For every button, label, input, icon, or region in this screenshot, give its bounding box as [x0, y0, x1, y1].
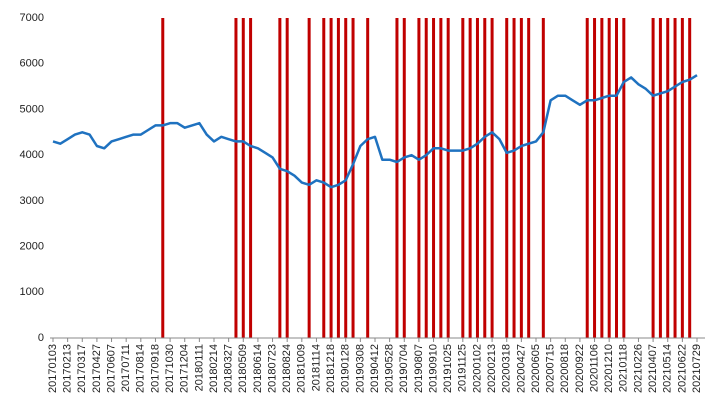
y-tick-label: 0 — [38, 332, 44, 344]
x-tick-label: 20180327 — [223, 344, 235, 393]
x-tick-label: 20170607 — [105, 344, 117, 393]
x-tick-label: 20180824 — [281, 344, 293, 393]
signal-bar — [512, 18, 516, 338]
signal-bar — [307, 18, 311, 338]
signal-bar — [329, 18, 333, 338]
x-tick-label: 20191025 — [442, 344, 454, 393]
x-tick-label: 20170317 — [76, 344, 88, 393]
x-tick-label: 20170711 — [120, 344, 132, 392]
signal-bar — [680, 18, 684, 338]
signal-bar — [285, 18, 289, 338]
signal-bar — [278, 18, 282, 338]
signal-bar — [402, 18, 406, 338]
y-tick-label: 1000 — [20, 286, 44, 298]
x-tick-label: 20180614 — [252, 344, 264, 393]
signal-bar — [475, 18, 479, 338]
signal-bar — [593, 18, 597, 338]
x-tick-label: 20210514 — [662, 344, 674, 393]
x-tick-label: 20171030 — [164, 344, 176, 393]
x-tick-label: 20200715 — [545, 344, 557, 393]
signal-bar — [600, 18, 604, 338]
x-tick-label: 20210226 — [632, 344, 644, 393]
x-tick-label: 20171204 — [179, 344, 191, 393]
signal-bar — [395, 18, 399, 338]
signal-bar — [468, 18, 472, 338]
signal-bar — [541, 18, 545, 338]
signal-bar — [241, 18, 245, 338]
x-tick-label: 20190412 — [369, 344, 381, 393]
signal-bar — [322, 18, 326, 338]
signal-bar — [424, 18, 428, 338]
x-tick-label: 20190910 — [427, 344, 439, 393]
x-tick-label: 20200818 — [559, 344, 571, 393]
signal-bar — [483, 18, 487, 338]
signal-bar — [351, 18, 355, 338]
x-tick-label: 20190308 — [354, 344, 366, 393]
x-tick-label: 20180723 — [266, 344, 278, 393]
x-tick-label: 20170427 — [91, 344, 103, 393]
x-tick-label: 20181009 — [296, 344, 308, 393]
signal-bar — [461, 18, 465, 338]
signal-bar — [336, 18, 340, 338]
x-tick-label: 20210407 — [647, 344, 659, 393]
signal-bar — [490, 18, 494, 338]
x-tick-label: 20191125 — [457, 344, 469, 392]
x-tick-label: 20210729 — [691, 344, 703, 393]
x-tick-label: 20201106 — [588, 344, 600, 392]
signal-bar — [658, 18, 662, 338]
y-tick-label: 4000 — [20, 149, 44, 161]
x-tick-label: 20200605 — [530, 344, 542, 393]
signal-bar — [585, 18, 589, 338]
x-tick-label: 20200213 — [486, 344, 498, 393]
signal-bar — [366, 18, 370, 338]
signal-bar — [651, 18, 655, 338]
signal-bar — [527, 18, 531, 338]
y-tick-label: 6000 — [20, 58, 44, 70]
signal-bar — [622, 18, 626, 338]
x-tick-label: 20190528 — [384, 344, 396, 393]
x-tick-label: 20200427 — [515, 344, 527, 393]
signal-bar — [439, 18, 443, 338]
y-tick-label: 7000 — [20, 12, 44, 24]
signal-bar — [249, 18, 253, 338]
signal-bar — [446, 18, 450, 338]
signal-bar — [666, 18, 670, 338]
x-tick-label: 20170814 — [135, 344, 147, 393]
x-tick-label: 20200102 — [471, 344, 483, 393]
signal-bar — [519, 18, 523, 338]
x-tick-label: 20190704 — [398, 344, 410, 393]
x-tick-label: 20210622 — [676, 344, 688, 393]
x-tick-label: 20180509 — [237, 344, 249, 393]
line — [52, 74, 698, 189]
x-tick-label: 20170918 — [149, 344, 161, 393]
x-tick-label: 20180214 — [208, 344, 220, 393]
signal-bar — [161, 18, 165, 338]
x-tick-label: 20170103 — [47, 344, 59, 393]
x-tick-label: 20190128 — [340, 344, 352, 393]
y-tick-label: 2000 — [20, 240, 44, 252]
x-tick-label: 20170213 — [62, 344, 74, 393]
y-tick-label: 5000 — [20, 103, 44, 115]
signal-bar — [505, 18, 509, 338]
y-tick-label: 3000 — [20, 195, 44, 207]
x-tick-label: 20201210 — [603, 344, 615, 393]
x-tick-label: 20181218 — [325, 344, 337, 393]
x-tick-label: 20200922 — [574, 344, 586, 393]
signal-bar — [673, 18, 677, 338]
signal-bar — [432, 18, 436, 338]
signal-bar — [417, 18, 421, 338]
signal-bar — [607, 18, 611, 338]
signal-bar — [688, 18, 692, 338]
signal-bar — [234, 18, 238, 338]
x-tick-label: 20181114 — [310, 344, 322, 391]
x-tick-label: 20180111 — [193, 344, 205, 391]
x-tick-label: 20210118 — [618, 344, 630, 392]
x-tick-label: 20200318 — [501, 344, 513, 393]
x-tick-label: 20190807 — [413, 344, 425, 393]
signal-bar — [615, 18, 618, 338]
